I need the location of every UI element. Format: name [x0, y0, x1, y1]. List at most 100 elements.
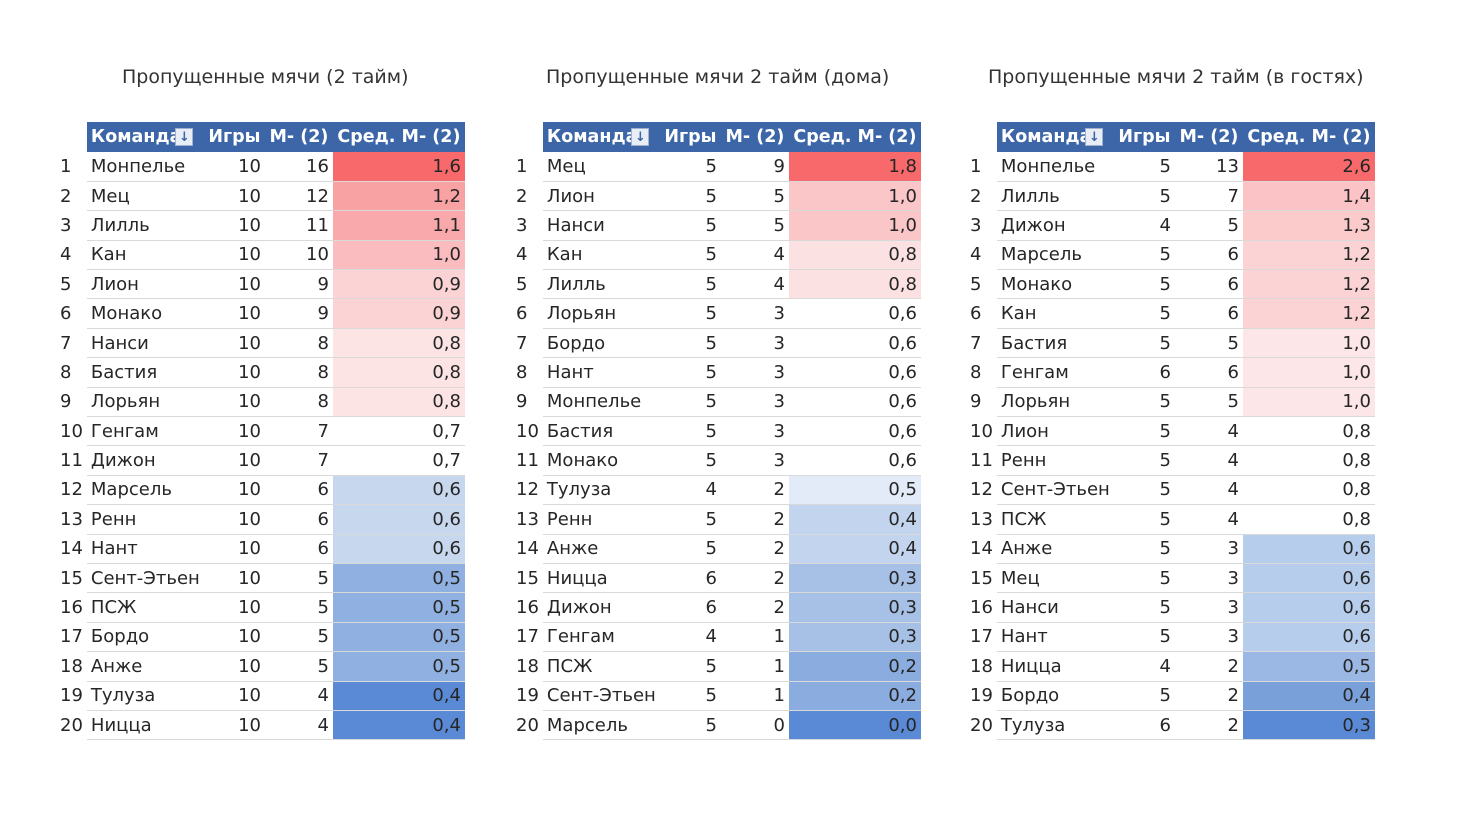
team-cell[interactable]: Бастия	[996, 328, 1114, 359]
goals-cell[interactable]: 5	[1174, 387, 1243, 418]
rank-cell[interactable]: 4	[970, 244, 982, 266]
rank-cell[interactable]: 10	[516, 420, 539, 442]
goals-cell[interactable]: 3	[1174, 622, 1243, 653]
avg-cell[interactable]: 0,6	[332, 534, 465, 564]
rank-cell[interactable]: 11	[516, 450, 539, 472]
team-cell[interactable]: Монпелье	[996, 152, 1114, 182]
rank-cell[interactable]: 4	[516, 244, 528, 266]
games-cell[interactable]: 10	[203, 269, 265, 300]
rank-cell[interactable]: 8	[516, 361, 528, 383]
rank-cell[interactable]: 10	[60, 420, 83, 442]
rank-cell[interactable]: 16	[516, 597, 539, 619]
games-cell[interactable]: 5	[659, 210, 721, 241]
goals-cell[interactable]: 0	[720, 710, 789, 741]
goals-cell[interactable]: 6	[1174, 298, 1243, 329]
rank-cell[interactable]: 1	[60, 156, 72, 178]
games-cell[interactable]: 10	[203, 651, 265, 682]
avg-cell[interactable]: 0,3	[788, 563, 921, 594]
avg-cell[interactable]: 0,3	[1242, 710, 1375, 741]
avg-cell[interactable]: 0,4	[788, 534, 921, 564]
goals-cell[interactable]: 7	[264, 416, 333, 447]
goals-cell[interactable]: 4	[264, 681, 333, 711]
avg-cell[interactable]: 0,6	[332, 475, 465, 506]
rank-cell[interactable]: 5	[60, 273, 72, 295]
goals-cell[interactable]: 7	[264, 445, 333, 476]
games-cell[interactable]: 5	[659, 181, 721, 212]
games-cell[interactable]: 5	[1113, 592, 1175, 623]
games-cell[interactable]: 5	[1113, 181, 1175, 212]
goals-cell[interactable]: 3	[720, 416, 789, 447]
column-header-team[interactable]: Команда↓	[542, 122, 661, 152]
rank-cell[interactable]: 18	[970, 655, 993, 677]
goals-cell[interactable]: 4	[720, 240, 789, 271]
goals-cell[interactable]: 4	[720, 269, 789, 300]
rank-cell[interactable]: 17	[60, 626, 83, 648]
avg-cell[interactable]: 1,0	[1242, 328, 1375, 359]
games-cell[interactable]: 5	[659, 152, 721, 182]
rank-cell[interactable]: 20	[970, 714, 993, 736]
avg-cell[interactable]: 2,6	[1242, 152, 1375, 182]
games-cell[interactable]: 4	[1113, 210, 1175, 241]
rank-cell[interactable]: 7	[60, 332, 72, 354]
team-cell[interactable]: Нант	[542, 357, 660, 388]
avg-cell[interactable]: 0,6	[1242, 592, 1375, 623]
games-cell[interactable]: 6	[659, 563, 721, 594]
rank-cell[interactable]: 18	[60, 655, 83, 677]
games-cell[interactable]: 10	[203, 592, 265, 623]
avg-cell[interactable]: 0,6	[788, 357, 921, 388]
rank-cell[interactable]: 9	[60, 391, 72, 413]
games-cell[interactable]: 5	[1113, 445, 1175, 476]
team-cell[interactable]: Лилль	[86, 210, 204, 241]
rank-cell[interactable]: 3	[60, 214, 72, 236]
avg-cell[interactable]: 0,9	[332, 298, 465, 329]
games-cell[interactable]: 5	[1113, 563, 1175, 594]
avg-cell[interactable]: 0,8	[332, 387, 465, 418]
team-cell[interactable]: Нант	[996, 622, 1114, 653]
avg-cell[interactable]: 1,2	[1242, 269, 1375, 300]
avg-cell[interactable]: 0,8	[1242, 504, 1375, 535]
games-cell[interactable]: 4	[659, 622, 721, 653]
avg-cell[interactable]: 1,8	[788, 152, 921, 182]
team-cell[interactable]: Монако	[996, 269, 1114, 300]
rank-cell[interactable]: 12	[60, 479, 83, 501]
rank-cell[interactable]: 19	[60, 685, 83, 707]
games-cell[interactable]: 10	[203, 152, 265, 182]
games-cell[interactable]: 6	[659, 592, 721, 623]
rank-cell[interactable]: 3	[970, 214, 982, 236]
goals-cell[interactable]: 3	[1174, 563, 1243, 594]
goals-cell[interactable]: 4	[1174, 475, 1243, 506]
column-header-goals[interactable]: М- (2)	[264, 122, 334, 152]
goals-cell[interactable]: 3	[1174, 534, 1243, 564]
rank-cell[interactable]: 12	[516, 479, 539, 501]
avg-cell[interactable]: 0,8	[1242, 445, 1375, 476]
avg-cell[interactable]: 1,0	[1242, 357, 1375, 388]
goals-cell[interactable]: 2	[720, 563, 789, 594]
team-cell[interactable]: Лорьян	[86, 387, 204, 418]
column-header-avg[interactable]: Сред. М- (2)	[1242, 122, 1376, 152]
team-cell[interactable]: Сент-Этьен	[996, 475, 1114, 506]
avg-cell[interactable]: 0,4	[332, 681, 465, 711]
rank-cell[interactable]: 14	[516, 538, 539, 560]
avg-cell[interactable]: 0,6	[788, 416, 921, 447]
games-cell[interactable]: 6	[1113, 357, 1175, 388]
avg-cell[interactable]: 0,7	[332, 445, 465, 476]
goals-cell[interactable]: 5	[1174, 328, 1243, 359]
avg-cell[interactable]: 1,3	[1242, 210, 1375, 241]
column-header-games[interactable]: Игры	[659, 122, 722, 152]
games-cell[interactable]: 10	[203, 387, 265, 418]
team-cell[interactable]: Бордо	[542, 328, 660, 359]
games-cell[interactable]: 5	[659, 328, 721, 359]
goals-cell[interactable]: 8	[264, 357, 333, 388]
team-cell[interactable]: Ницца	[542, 563, 660, 594]
games-cell[interactable]: 5	[659, 387, 721, 418]
games-cell[interactable]: 10	[203, 534, 265, 564]
team-cell[interactable]: Дижон	[86, 445, 204, 476]
goals-cell[interactable]: 3	[720, 445, 789, 476]
rank-cell[interactable]: 16	[970, 597, 993, 619]
goals-cell[interactable]: 5	[720, 181, 789, 212]
games-cell[interactable]: 5	[1113, 622, 1175, 653]
team-cell[interactable]: Анже	[86, 651, 204, 682]
avg-cell[interactable]: 0,8	[1242, 416, 1375, 447]
games-cell[interactable]: 5	[659, 416, 721, 447]
games-cell[interactable]: 5	[659, 240, 721, 271]
